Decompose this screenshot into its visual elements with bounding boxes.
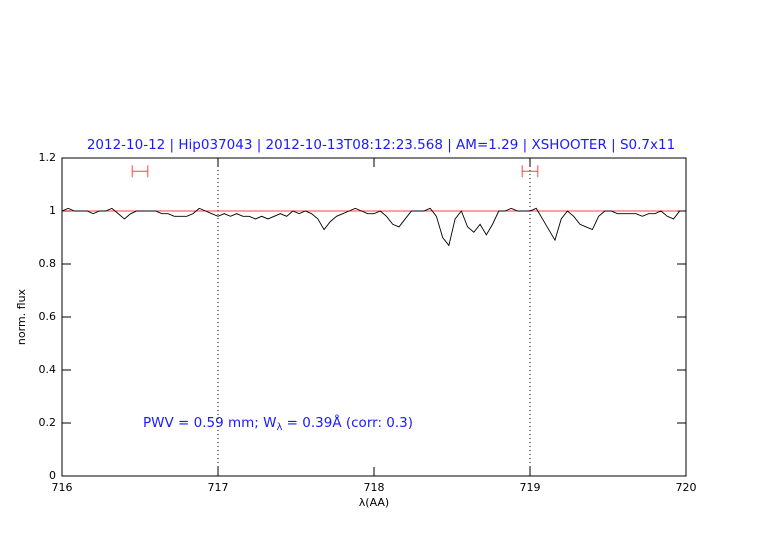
x-tick-label: 720 bbox=[676, 481, 697, 494]
annotation-text: = 0.39Å (corr: 0.3) bbox=[282, 414, 413, 431]
spectrum-line bbox=[61, 207, 686, 247]
y-tick-label: 0.8 bbox=[39, 257, 57, 270]
annotation-subscript: λ bbox=[276, 422, 282, 433]
range-marker bbox=[521, 165, 539, 178]
x-tick-label: 716 bbox=[52, 481, 73, 494]
x-tick-label: 718 bbox=[364, 481, 385, 494]
annotation-text: PWV = 0.59 mm; W bbox=[143, 415, 276, 431]
x-axis-label: λ(AA) bbox=[359, 496, 389, 509]
y-tick-label: 0 bbox=[49, 469, 56, 482]
y-tick-label: 0.6 bbox=[39, 310, 57, 323]
annotation: PWV = 0.59 mm; Wλ = 0.39Å (corr: 0.3) bbox=[143, 414, 413, 433]
range-marker bbox=[131, 165, 149, 178]
plot-frame bbox=[61, 157, 687, 477]
x-tick-label: 717 bbox=[208, 481, 229, 494]
y-tick-label: 0.4 bbox=[39, 363, 57, 376]
y-tick-label: 1 bbox=[49, 204, 56, 217]
chart-title: 2012-10-12 | Hip037043 | 2012-10-13T08:1… bbox=[87, 137, 675, 153]
x-tick-label: 719 bbox=[520, 481, 541, 494]
y-tick-label: 1.2 bbox=[39, 151, 57, 164]
y-axis-label: norm. flux bbox=[15, 288, 28, 345]
y-tick-label: 0.2 bbox=[39, 416, 57, 429]
